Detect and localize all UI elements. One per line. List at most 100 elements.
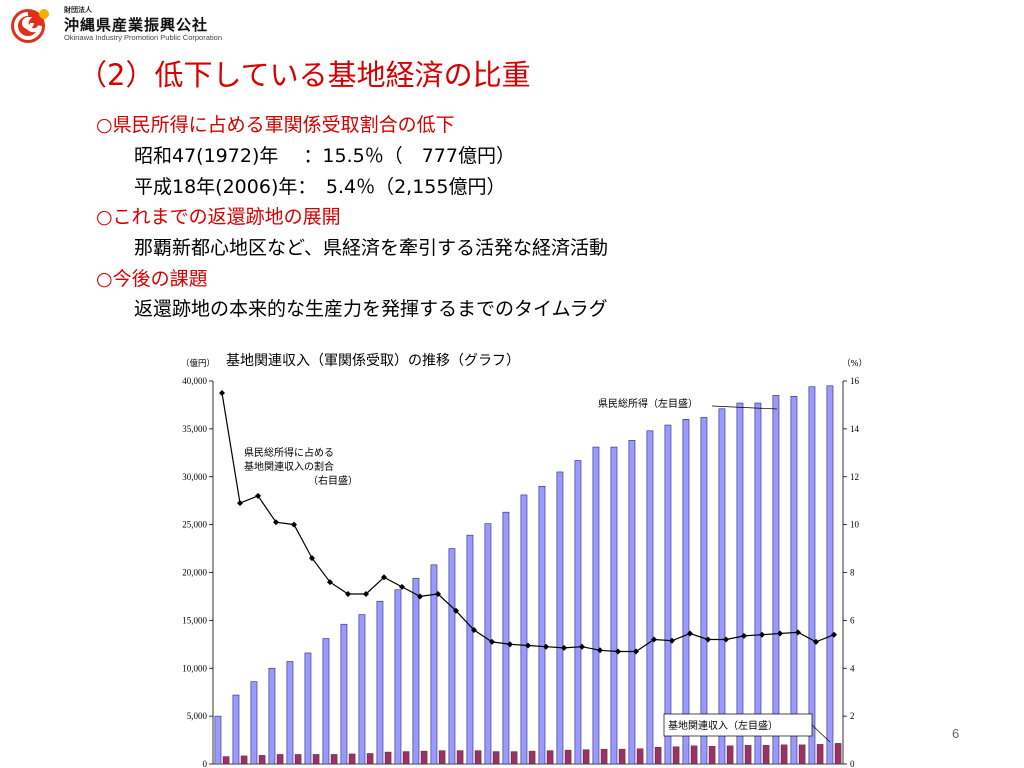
- chart-title: 基地関連収入（軍関係受取）の推移（グラフ）: [226, 352, 520, 369]
- base-income-bar: [366, 753, 374, 765]
- ratio-point: [507, 641, 513, 648]
- ratio-point: [543, 643, 549, 650]
- income-bar: [664, 424, 672, 765]
- base-income-bar: [438, 750, 446, 765]
- left-tick-label: 15,000: [182, 615, 207, 625]
- right-tick-label: 0: [850, 759, 855, 768]
- right-tick-label: 4: [850, 663, 855, 673]
- ratio-point: [705, 636, 711, 643]
- stat-line-1972: 昭和47(1972)年 ：15.5％（ 777億円）: [134, 145, 515, 167]
- ratio-label-line-3: （右目盛）: [308, 474, 358, 487]
- income-bar: [250, 681, 258, 765]
- income-bar: [448, 548, 456, 765]
- income-bar: [628, 440, 636, 765]
- base-income-bar: [726, 745, 734, 765]
- ratio-point: [651, 636, 657, 643]
- ratio-point: [399, 583, 405, 590]
- slide-title: （2）低下している基地経済の比重: [78, 58, 531, 92]
- base-income-bar: [492, 751, 500, 765]
- base-income-bar: [618, 748, 626, 765]
- heading-military-ratio: ○県民所得に占める軍関係受取割合の低下: [96, 114, 455, 136]
- income-bar: [556, 471, 564, 765]
- income-bar: [538, 486, 546, 765]
- right-tick-label: 14: [850, 424, 860, 434]
- income-bar: [268, 667, 276, 765]
- income-bar: [232, 694, 240, 765]
- left-tick-label: 5,000: [187, 711, 208, 721]
- ratio-point: [687, 630, 693, 637]
- base-income-bar: [834, 743, 842, 765]
- ratio-point: [831, 631, 837, 638]
- left-tick-label: 30,000: [182, 472, 207, 482]
- base-income-bar: [744, 745, 752, 765]
- income-bar: [214, 715, 222, 765]
- ratio-point: [741, 632, 747, 639]
- base-income-bar: [546, 750, 554, 765]
- left-tick-label: 35,000: [182, 424, 207, 434]
- income-bar: [808, 386, 816, 765]
- ratio-point: [579, 643, 585, 650]
- base-income-bar: [780, 744, 788, 765]
- income-bar: [358, 614, 366, 765]
- base-income-bar: [474, 750, 482, 765]
- ratio-point: [255, 492, 261, 499]
- ratio-point: [561, 644, 567, 651]
- base-income-bar: [456, 750, 464, 765]
- heading-returned-land: ○これまでの返還跡地の展開: [96, 206, 341, 228]
- income-bar: [700, 417, 708, 765]
- ratio-point: [435, 591, 441, 598]
- ratio-point: [669, 637, 675, 644]
- income-bar: [304, 652, 312, 765]
- income-bar: [340, 623, 348, 765]
- base-income-bar: [672, 746, 680, 765]
- left-tick-label: 20,000: [182, 568, 207, 578]
- ratio-point: [237, 500, 243, 507]
- ratio-point: [453, 607, 459, 614]
- right-tick-label: 6: [850, 615, 855, 625]
- base-income-bar: [402, 751, 410, 765]
- base-income-bar: [564, 749, 572, 765]
- base-income-bar: [654, 747, 662, 765]
- income-bar: [754, 402, 762, 765]
- base-series-label-box: [663, 713, 813, 737]
- ratio-point: [633, 648, 639, 655]
- base-income-bar: [330, 754, 338, 765]
- base-income-bar: [582, 749, 590, 765]
- base-income-bar: [510, 751, 518, 765]
- income-bar: [736, 402, 744, 765]
- income-bar: [394, 589, 402, 765]
- logo-org-type: 財団法人: [64, 6, 92, 14]
- income-bar: [430, 564, 438, 765]
- base-income-bar: [708, 746, 716, 765]
- plot-area: 0 5,000 10,000 15,000 20,000 25,000 30,000 35,0…: [182, 376, 859, 768]
- ratio-label-line-2: 基地関連収入の割合: [244, 460, 334, 473]
- base-income-bar: [384, 751, 392, 765]
- base-income-bar: [294, 754, 302, 765]
- income-bar: [790, 396, 798, 765]
- ratio-point: [525, 642, 531, 649]
- income-bar: [466, 534, 474, 765]
- base-income-bar: [816, 744, 824, 765]
- income-bar: [592, 446, 600, 765]
- income-label-leader: [711, 405, 778, 410]
- base-income-bar: [240, 755, 248, 765]
- right-axis-unit: （%）: [842, 358, 867, 369]
- income-bar: [484, 523, 492, 765]
- income-bar: [610, 446, 618, 765]
- ratio-point: [345, 591, 351, 598]
- left-tick-label: 10,000: [182, 663, 207, 673]
- base-income-bar: [312, 754, 320, 765]
- base-income-bar: [420, 750, 428, 765]
- left-tick-label: 25,000: [182, 520, 207, 530]
- heading-future-issues: ○今後の課題: [96, 268, 208, 290]
- ratio-point: [363, 591, 369, 598]
- slide-number: 6: [952, 726, 960, 741]
- income-bar: [322, 638, 330, 765]
- right-tick-label: 12: [850, 472, 859, 482]
- income-series-label: 県民総所得（左目盛）: [598, 397, 698, 410]
- ratio-label-line-1: 県民総所得に占める: [244, 446, 334, 459]
- base-income-bar: [600, 748, 608, 765]
- left-tick-label: 40,000: [182, 376, 207, 386]
- text-naha-shintoshin: 那覇新都心地区など、県経済を牽引する活発な経済活動: [134, 237, 609, 259]
- ratio-point: [417, 593, 423, 600]
